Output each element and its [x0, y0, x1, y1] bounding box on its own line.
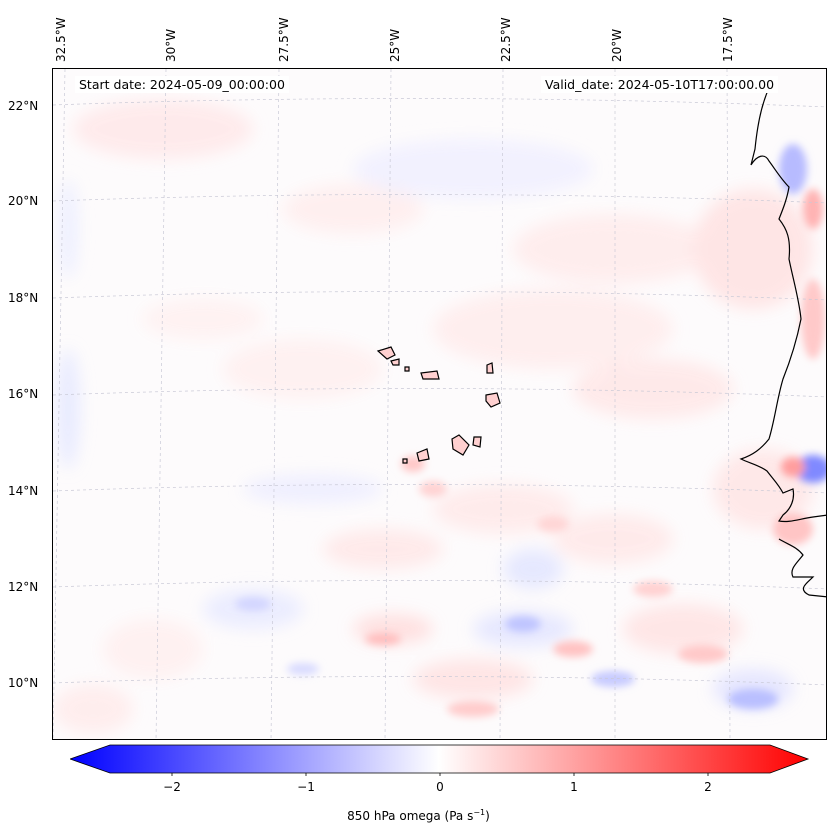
- lat-label-22n: 22°N: [8, 99, 39, 113]
- colorbar-tick-2: 2: [704, 780, 712, 794]
- lon-label-22-5w: 22.5°W: [499, 17, 513, 62]
- lon-label-30w: 30°W: [164, 28, 178, 62]
- lat-label-12n: 12°N: [8, 580, 39, 594]
- lat-label-20n: 20°N: [8, 194, 39, 208]
- lat-label-16n: 16°N: [8, 387, 39, 401]
- lon-label-32-5w: 32.5°W: [54, 17, 68, 62]
- colorbar-label: 850 hPa omega (Pa s−1): [0, 808, 837, 823]
- map-panel: [52, 68, 827, 740]
- colorbar-label-exponent: −1: [473, 808, 486, 817]
- lon-label-17-5w: 17.5°W: [721, 17, 735, 62]
- colorbar-tick-neg2: −2: [163, 780, 181, 794]
- cape-verde-islands: [376, 346, 501, 464]
- africa-coastline: [739, 78, 826, 598]
- lat-label-18n: 18°N: [8, 291, 39, 305]
- lon-label-27-5w: 27.5°W: [277, 17, 291, 62]
- lat-label-10n: 10°N: [8, 676, 39, 690]
- colorbar-tick-1: 1: [570, 780, 578, 794]
- start-date-label: Start date: 2024-05-09_00:00:00: [75, 76, 289, 93]
- colorbar-label-close: ): [485, 809, 490, 823]
- colorbar-tick-0: 0: [436, 780, 444, 794]
- lon-label-20w: 20°W: [610, 28, 624, 62]
- valid-date-label: Valid_date: 2024-05-10T17:00:00.00: [541, 76, 779, 93]
- colorbar-tick-neg1: −1: [297, 780, 315, 794]
- lat-label-14n: 14°N: [8, 484, 39, 498]
- colorbar: [70, 744, 810, 776]
- omega-field: [53, 69, 826, 739]
- lon-label-25w: 25°W: [388, 28, 402, 62]
- colorbar-label-text: 850 hPa omega (Pa s: [347, 809, 474, 823]
